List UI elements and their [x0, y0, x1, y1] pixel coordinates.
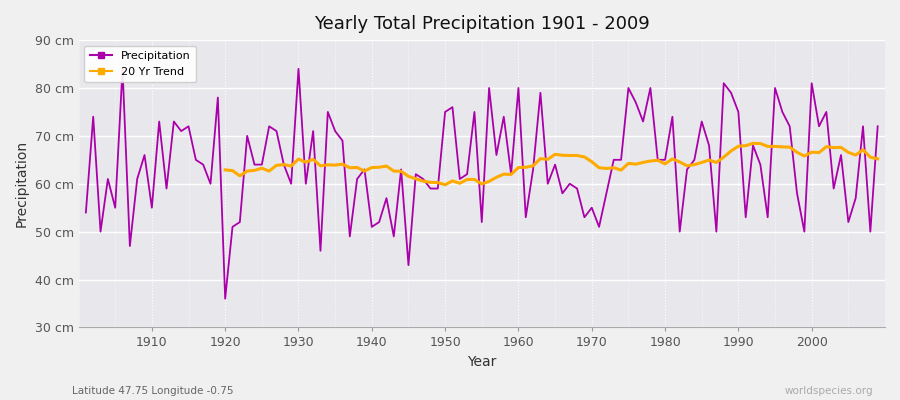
- X-axis label: Year: Year: [467, 355, 497, 369]
- Title: Yearly Total Precipitation 1901 - 2009: Yearly Total Precipitation 1901 - 2009: [314, 15, 650, 33]
- Text: Latitude 47.75 Longitude -0.75: Latitude 47.75 Longitude -0.75: [72, 386, 233, 396]
- Text: worldspecies.org: worldspecies.org: [785, 386, 873, 396]
- Y-axis label: Precipitation: Precipitation: [15, 140, 29, 227]
- Legend: Precipitation, 20 Yr Trend: Precipitation, 20 Yr Trend: [84, 46, 196, 82]
